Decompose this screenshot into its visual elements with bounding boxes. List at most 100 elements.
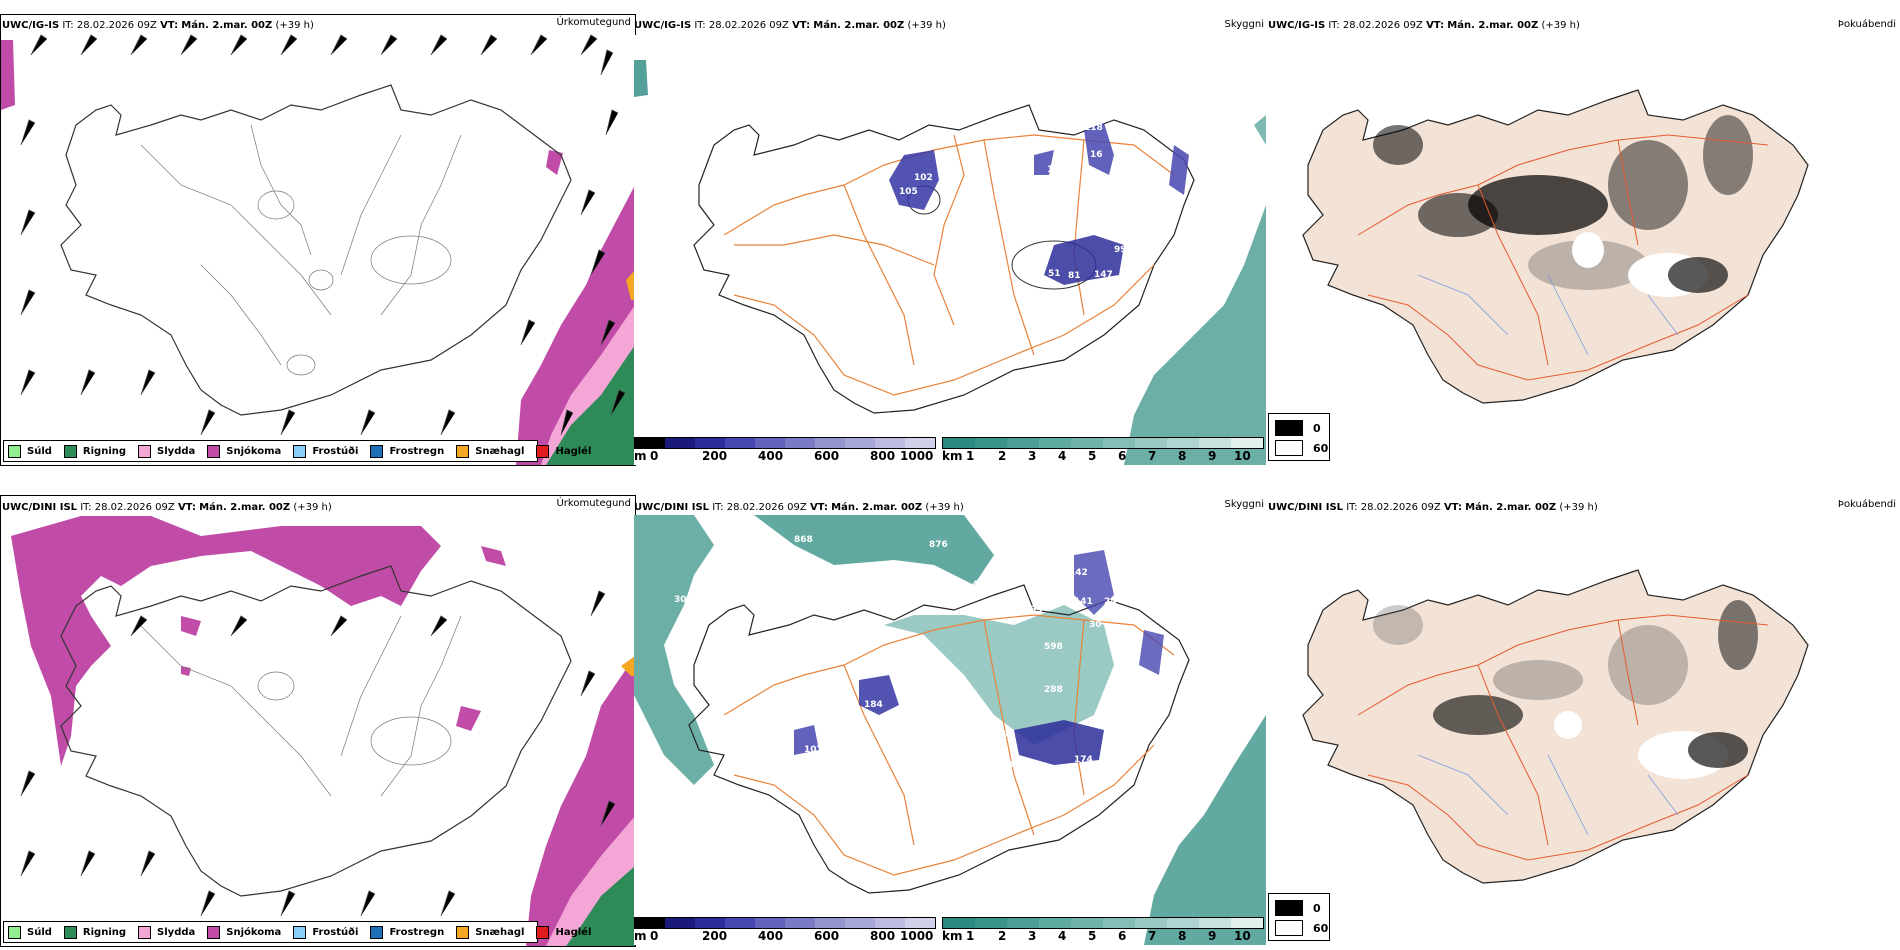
cloud-map	[634, 60, 1266, 465]
tick-label: 10	[1234, 929, 1251, 943]
tick-label: 1000	[900, 929, 934, 943]
precip-type-title: Úrkomutegund	[556, 17, 631, 28]
cloud-value: 51	[1048, 269, 1061, 279]
cloud-value: 118	[1084, 123, 1103, 133]
cloud-title: Skyggni	[1224, 19, 1264, 30]
cloud-value: 102	[914, 173, 933, 183]
tick-label: 3	[1028, 929, 1037, 943]
fog-map	[1302, 569, 1809, 884]
header-bottom-middle: UWC/DINI ISL IT: 28.02.2026 09Z VT: Mán.…	[634, 502, 964, 513]
fog-title: Þokuábendi	[1837, 19, 1896, 30]
cloud-value: 162	[834, 725, 853, 735]
cloud-value: 92	[994, 578, 1007, 588]
cloud-base-swatches	[634, 917, 936, 929]
legend-item: Snæhagl	[456, 444, 524, 458]
legend-item: Slydda	[138, 444, 195, 458]
cloud-value: 30	[1089, 620, 1102, 630]
legend-item: Frostúði	[293, 925, 358, 939]
cloud-value: 99	[1114, 245, 1127, 255]
tick-label: 8	[1178, 449, 1187, 463]
cloud-value: 218	[1034, 773, 1053, 783]
fog-legend-item: 60	[1275, 440, 1328, 456]
fog-title: Þokuábendi	[1837, 499, 1896, 510]
visibility-swatches	[942, 437, 1264, 449]
cloud-value: 84	[709, 722, 722, 732]
legend-item: Haglél	[536, 925, 591, 939]
tick-label: 5	[1088, 929, 1097, 943]
legend-item: Frostregn	[370, 444, 444, 458]
cloud-title: Skyggni	[1224, 499, 1264, 510]
legend-item: Snjókoma	[207, 444, 281, 458]
header-bottom-right: UWC/DINI ISL IT: 28.02.2026 09Z VT: Mán.…	[1268, 502, 1598, 513]
tick-label: 5	[1088, 449, 1097, 463]
tick-label: 6	[1118, 449, 1127, 463]
cloud-value: 876	[929, 540, 948, 550]
cloud-value: 81	[1068, 271, 1081, 281]
header-top-left: UWC/IG-IS IT: 28.02.2026 09Z VT: Mán. 2.…	[2, 20, 314, 31]
precip-type-panel-bottom: Úrkomutegund Súld Rigning Slydda Snjókom…	[0, 495, 636, 947]
header-bottom-left: UWC/DINI ISL IT: 28.02.2026 09Z VT: Mán.…	[2, 502, 332, 513]
cloud-value: 107	[804, 745, 823, 755]
tick-label: 600	[814, 449, 840, 463]
cloud-value: 141	[1074, 597, 1093, 607]
cloud-value: 100	[859, 745, 878, 755]
cloud-value: 244	[859, 670, 878, 680]
tick-label: 8	[1178, 929, 1187, 943]
tick-label: 400	[758, 449, 784, 463]
cloud-value: 105	[899, 187, 918, 197]
legend-item: Rigning	[63, 444, 126, 458]
cloud-panel-bottom: 868 876 309 426 84 107 162 100 184 244 4…	[634, 499, 1266, 945]
tick-label: 1	[966, 929, 975, 943]
tick-label: 0	[650, 449, 659, 463]
iceland-outline	[60, 84, 572, 416]
legend-item: Frostregn	[370, 925, 444, 939]
tick-label: 2	[998, 449, 1007, 463]
cloud-base-colorbar: m 0 200 400 600 800 1000	[634, 437, 936, 465]
fog-legend-item: 60	[1275, 920, 1328, 936]
tick-label: 10	[1234, 449, 1251, 463]
fog-legend-item: 0	[1275, 420, 1321, 436]
visibility-colorbar: km 1 2 3 4 5 6 7 8 9 10	[942, 437, 1264, 465]
tick-label: 800	[870, 449, 896, 463]
cloud-value: 24	[1104, 597, 1117, 607]
cloud-map	[634, 515, 1266, 945]
cloud-value: 309	[674, 595, 693, 605]
cloud-base-swatches	[634, 437, 936, 449]
fog-legend: 0 60	[1268, 413, 1330, 461]
visibility-unit: km	[942, 449, 963, 463]
tick-label: 6	[1118, 929, 1127, 943]
tick-label: 7	[1148, 449, 1157, 463]
fog-panel-bottom: Þokuábendi 0 60	[1268, 499, 1900, 945]
cloud-value: 194	[996, 730, 1015, 740]
cloud-value: 142	[1069, 568, 1088, 578]
tick-label: 4	[1058, 929, 1067, 943]
header-top-right: UWC/IG-IS IT: 28.02.2026 09Z VT: Mán. 2.…	[1268, 20, 1580, 31]
cloud-value: 868	[794, 535, 813, 545]
precip-type-legend: Súld Rigning Slydda Snjókoma Frostúði Fr…	[3, 921, 591, 943]
precip-type-map	[1, 34, 635, 465]
tick-label: 2	[998, 929, 1007, 943]
cloud-base-colorbar: m 0 200 400 600 800 1000	[634, 917, 936, 945]
cloud-value: 280	[1004, 760, 1023, 770]
tick-label: 200	[702, 929, 728, 943]
legend-item: Frostúði	[293, 444, 358, 458]
cloud-value: 147	[1094, 270, 1113, 280]
precip-type-panel-top: Úrkomutegund Súld Rigning Slydda Snjókom…	[0, 14, 636, 466]
cloud-base-unit: m	[634, 449, 647, 463]
cloud-value: 174	[1074, 755, 1093, 765]
cloud-panel-top: 105 102 16 136 118 16 147 81 99 51 Skygg…	[634, 19, 1266, 465]
cloud-value: 16	[1090, 150, 1103, 160]
cloud-value: 208	[1026, 578, 1045, 588]
header-top-middle: UWC/IG-IS IT: 28.02.2026 09Z VT: Mán. 2.…	[634, 20, 946, 31]
legend-item: Slydda	[138, 925, 195, 939]
tick-label: 1000	[900, 449, 934, 463]
legend-item: Snjókoma	[207, 925, 281, 939]
tick-label: 800	[870, 929, 896, 943]
tick-label: 400	[758, 929, 784, 943]
tick-label: 3	[1028, 449, 1037, 463]
cloud-value: 440	[972, 580, 991, 590]
tick-label: 600	[814, 929, 840, 943]
cloud-value: 20	[1109, 720, 1122, 730]
cloud-value: 136	[1047, 165, 1066, 175]
tick-label: 1	[966, 449, 975, 463]
